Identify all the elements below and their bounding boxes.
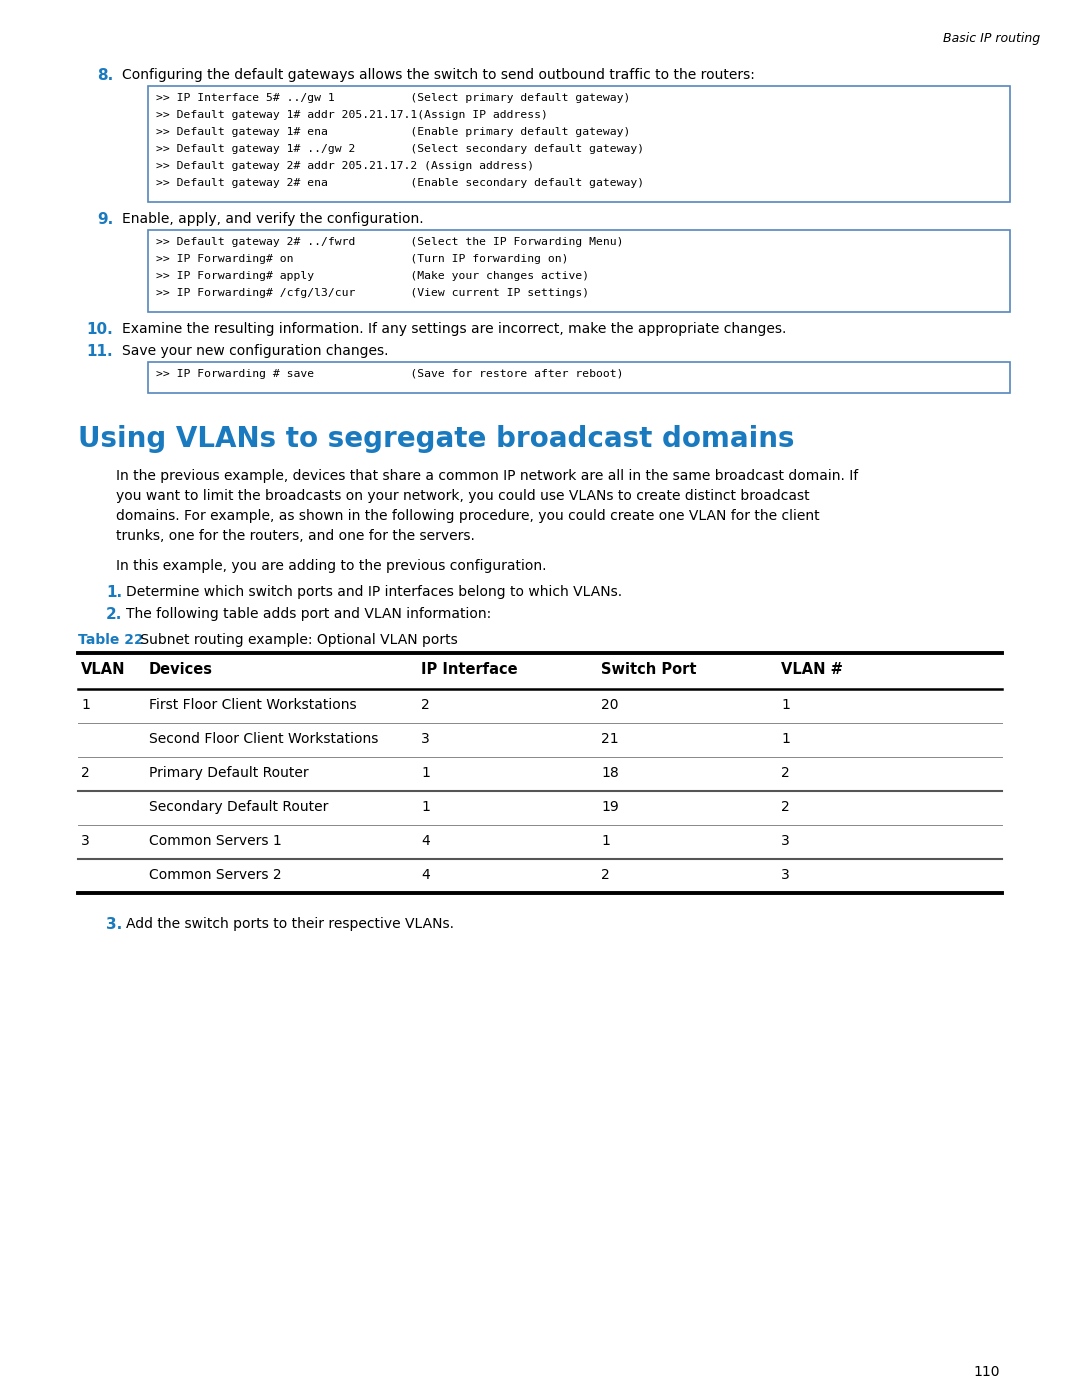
Text: 2.: 2. xyxy=(106,608,122,622)
Text: >> IP Forwarding # save              (Save for restore after reboot): >> IP Forwarding # save (Save for restor… xyxy=(156,369,623,379)
Text: 1: 1 xyxy=(781,698,789,712)
Text: 3: 3 xyxy=(421,732,430,746)
Text: 110: 110 xyxy=(973,1365,1000,1379)
Text: 2: 2 xyxy=(781,800,789,814)
Text: trunks, one for the routers, and one for the servers.: trunks, one for the routers, and one for… xyxy=(116,529,475,543)
Text: 8.: 8. xyxy=(97,68,113,82)
Text: >> IP Forwarding# apply              (Make your changes active): >> IP Forwarding# apply (Make your chang… xyxy=(156,271,589,281)
Text: Save your new configuration changes.: Save your new configuration changes. xyxy=(122,344,389,358)
Text: 3: 3 xyxy=(781,834,789,848)
Bar xyxy=(148,362,1010,393)
Text: 20: 20 xyxy=(600,698,619,712)
Text: Configuring the default gateways allows the switch to send outbound traffic to t: Configuring the default gateways allows … xyxy=(122,68,755,82)
Text: 9.: 9. xyxy=(97,212,113,226)
Bar xyxy=(148,87,1010,203)
Text: 2: 2 xyxy=(600,868,610,882)
Text: 1: 1 xyxy=(81,698,90,712)
Text: Switch Port: Switch Port xyxy=(600,662,697,678)
Text: In this example, you are adding to the previous configuration.: In this example, you are adding to the p… xyxy=(116,559,546,573)
Text: VLAN: VLAN xyxy=(81,662,125,678)
Text: Examine the resulting information. If any settings are incorrect, make the appro: Examine the resulting information. If an… xyxy=(122,321,786,337)
Text: domains. For example, as shown in the following procedure, you could create one : domains. For example, as shown in the fo… xyxy=(116,509,820,522)
Bar xyxy=(148,231,1010,312)
Text: Enable, apply, and verify the configuration.: Enable, apply, and verify the configurat… xyxy=(122,212,423,226)
Text: IP Interface: IP Interface xyxy=(421,662,517,678)
Text: 1: 1 xyxy=(421,800,430,814)
Text: Basic IP routing: Basic IP routing xyxy=(943,32,1040,45)
Text: 1: 1 xyxy=(781,732,789,746)
Text: >> Default gateway 1# ena            (Enable primary default gateway): >> Default gateway 1# ena (Enable primar… xyxy=(156,127,631,137)
Text: you want to limit the broadcasts on your network, you could use VLANs to create : you want to limit the broadcasts on your… xyxy=(116,489,810,503)
Text: 3: 3 xyxy=(81,834,90,848)
Text: 18: 18 xyxy=(600,766,619,780)
Text: >> IP Forwarding# on                 (Turn IP forwarding on): >> IP Forwarding# on (Turn IP forwarding… xyxy=(156,254,568,264)
Text: Primary Default Router: Primary Default Router xyxy=(149,766,309,780)
Text: 10.: 10. xyxy=(86,321,112,337)
Text: 2: 2 xyxy=(781,766,789,780)
Text: >> IP Forwarding# /cfg/l3/cur        (View current IP settings): >> IP Forwarding# /cfg/l3/cur (View curr… xyxy=(156,288,589,298)
Text: Using VLANs to segregate broadcast domains: Using VLANs to segregate broadcast domai… xyxy=(78,425,795,453)
Text: >> IP Interface 5# ../gw 1           (Select primary default gateway): >> IP Interface 5# ../gw 1 (Select prima… xyxy=(156,94,631,103)
Text: 1: 1 xyxy=(421,766,430,780)
Text: >> Default gateway 1# addr 205.21.17.1(Assign IP address): >> Default gateway 1# addr 205.21.17.1(A… xyxy=(156,110,548,120)
Text: >> Default gateway 2# ena            (Enable secondary default gateway): >> Default gateway 2# ena (Enable second… xyxy=(156,177,644,189)
Text: >> Default gateway 2# addr 205.21.17.2 (Assign address): >> Default gateway 2# addr 205.21.17.2 (… xyxy=(156,161,535,170)
Text: Devices: Devices xyxy=(149,662,213,678)
Text: Common Servers 2: Common Servers 2 xyxy=(149,868,282,882)
Text: Second Floor Client Workstations: Second Floor Client Workstations xyxy=(149,732,378,746)
Text: 1: 1 xyxy=(600,834,610,848)
Text: >> Default gateway 2# ../fwrd        (Select the IP Forwarding Menu): >> Default gateway 2# ../fwrd (Select th… xyxy=(156,237,623,247)
Text: In the previous example, devices that share a common IP network are all in the s: In the previous example, devices that sh… xyxy=(116,469,859,483)
Text: Common Servers 1: Common Servers 1 xyxy=(149,834,282,848)
Text: First Floor Client Workstations: First Floor Client Workstations xyxy=(149,698,356,712)
Text: 3: 3 xyxy=(781,868,789,882)
Text: 11.: 11. xyxy=(86,344,112,359)
Text: Secondary Default Router: Secondary Default Router xyxy=(149,800,328,814)
Text: 2: 2 xyxy=(81,766,90,780)
Text: 3.: 3. xyxy=(106,916,122,932)
Text: The following table adds port and VLAN information:: The following table adds port and VLAN i… xyxy=(126,608,491,622)
Text: 21: 21 xyxy=(600,732,619,746)
Text: Table 22: Table 22 xyxy=(78,633,144,647)
Text: 4: 4 xyxy=(421,868,430,882)
Text: VLAN #: VLAN # xyxy=(781,662,842,678)
Text: Subnet routing example: Optional VLAN ports: Subnet routing example: Optional VLAN po… xyxy=(136,633,458,647)
Text: 19: 19 xyxy=(600,800,619,814)
Text: 4: 4 xyxy=(421,834,430,848)
Text: 1.: 1. xyxy=(106,585,122,599)
Text: Determine which switch ports and IP interfaces belong to which VLANs.: Determine which switch ports and IP inte… xyxy=(126,585,622,599)
Text: >> Default gateway 1# ../gw 2        (Select secondary default gateway): >> Default gateway 1# ../gw 2 (Select se… xyxy=(156,144,644,154)
Text: 2: 2 xyxy=(421,698,430,712)
Text: Add the switch ports to their respective VLANs.: Add the switch ports to their respective… xyxy=(126,916,454,930)
